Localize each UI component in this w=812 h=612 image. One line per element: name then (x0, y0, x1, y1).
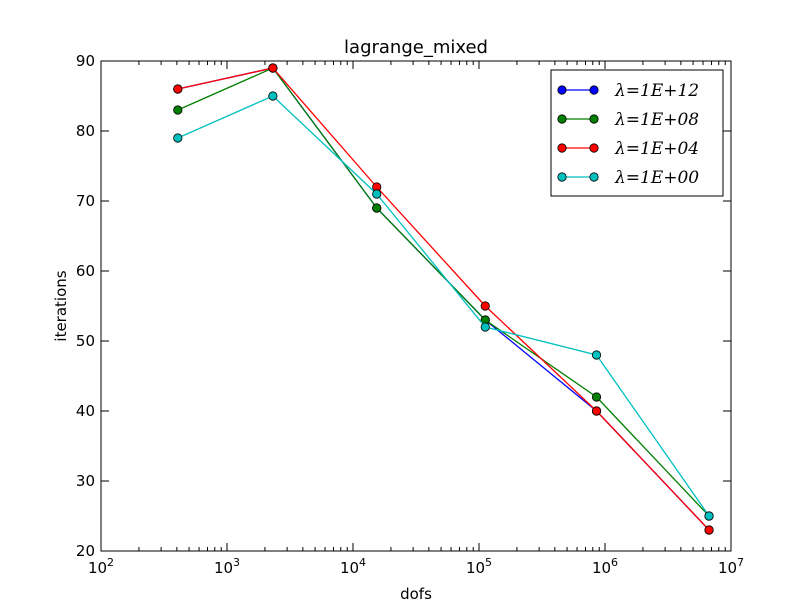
legend-marker-0 (589, 85, 599, 95)
chart-title: lagrange_mixed (344, 37, 488, 58)
series-3-point (704, 511, 714, 521)
x-tick-exponent: 2 (107, 556, 114, 569)
series-line-3 (177, 95, 710, 517)
legend-marker-0 (557, 85, 567, 95)
series-3-point (173, 133, 183, 143)
series-1-point (173, 105, 183, 115)
legend-marker-3 (589, 172, 599, 182)
y-tick-label: 80 (76, 122, 95, 140)
x-tick-label: 104 (340, 556, 366, 577)
plot-frame (100, 60, 732, 552)
x-tick-label: 103 (214, 556, 240, 577)
series-line-2 (177, 67, 710, 531)
y-tick-label: 90 (76, 52, 95, 70)
x-tick-exponent: 6 (611, 556, 618, 569)
x-tick-label: 106 (592, 556, 618, 577)
x-tick-label: 105 (466, 556, 492, 577)
y-tick-label: 30 (76, 472, 95, 490)
x-tick-base: 10 (88, 559, 107, 577)
legend-box (550, 69, 724, 197)
y-axis-title: iterations (52, 270, 70, 341)
x-tick-base: 10 (718, 559, 737, 577)
x-tick-exponent: 7 (737, 556, 744, 569)
series-2-point (268, 63, 278, 73)
series-3-point (480, 322, 490, 332)
y-tick-label: 50 (76, 332, 95, 350)
legend-label-2: λ=1E+04 (614, 139, 699, 159)
legend-label-0: λ=1E+12 (614, 81, 699, 101)
series-3-point (372, 189, 382, 199)
y-tick-label: 40 (76, 402, 95, 420)
plot-area (173, 63, 714, 535)
legend-label-1: λ=1E+08 (614, 110, 699, 130)
y-tick-label: 60 (76, 262, 95, 280)
legend-marker-2 (589, 143, 599, 153)
series-2-point (173, 84, 183, 94)
x-tick-exponent: 4 (359, 556, 366, 569)
x-tick-label: 107 (718, 556, 744, 577)
series-1-point (372, 203, 382, 213)
x-tick-base: 10 (466, 559, 485, 577)
series-3-point (591, 350, 602, 360)
y-tick-label: 70 (76, 192, 95, 210)
x-tick-base: 10 (340, 559, 359, 577)
legend: λ=1E+12 λ=1E+08 λ=1E+04 λ=1E+00 (550, 69, 724, 197)
x-axis-title: dofs (400, 585, 432, 603)
x-tick-base: 10 (214, 559, 233, 577)
series-3-point (268, 91, 278, 101)
legend-label-3: λ=1E+00 (614, 168, 699, 188)
series-2-point (704, 525, 714, 535)
series-1-point (591, 392, 602, 402)
x-tick-exponent: 5 (485, 556, 492, 569)
x-tick-base: 10 (592, 559, 611, 577)
series-2-point (480, 301, 490, 311)
x-tick-label: 102 (88, 556, 114, 577)
y-tick-label: 20 (76, 542, 95, 560)
x-tick-exponent: 3 (233, 556, 240, 569)
series-2-point (591, 406, 602, 416)
legend-marker-3 (557, 172, 567, 182)
legend-marker-1 (589, 114, 599, 124)
series-line-1 (177, 67, 710, 517)
legend-marker-2 (557, 143, 567, 153)
legend-marker-1 (557, 114, 567, 124)
